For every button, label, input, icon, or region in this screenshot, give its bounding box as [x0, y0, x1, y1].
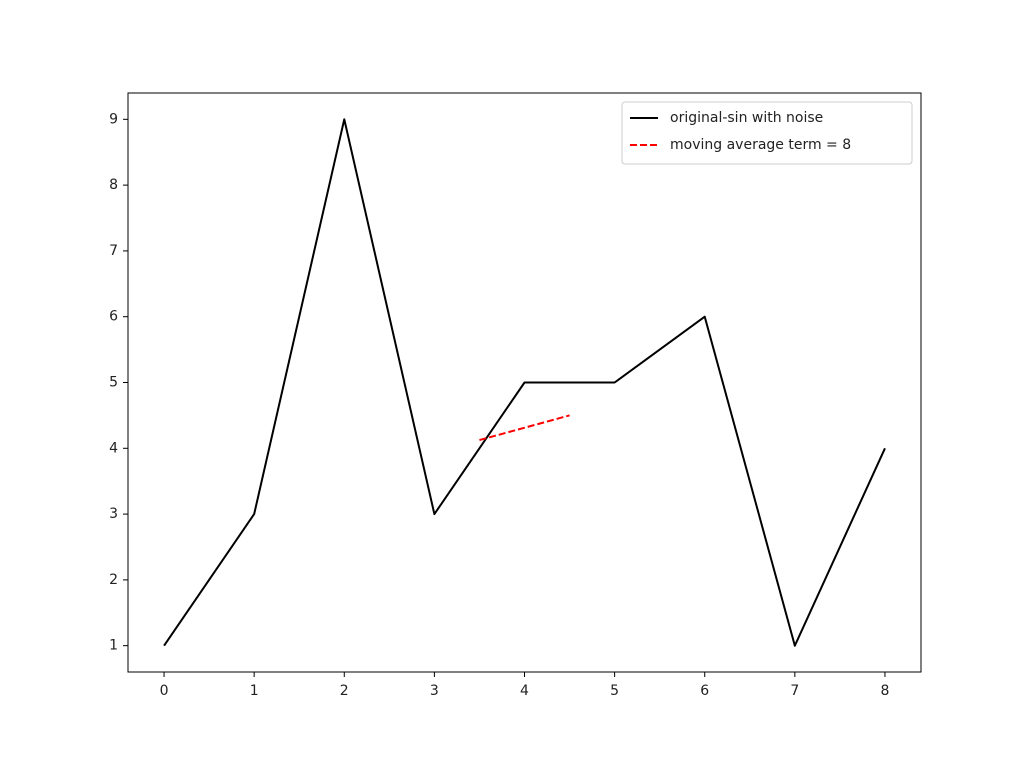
legend-box [621, 101, 913, 165]
legend-label: original-sin with noise [670, 110, 823, 126]
y-tick-label: 3 [109, 506, 118, 522]
x-tick-label: 3 [430, 683, 439, 699]
y-tick-label: 6 [109, 309, 118, 325]
y-tick-label: 7 [109, 243, 118, 259]
plot-frame [127, 92, 922, 673]
x-tick-label: 7 [790, 683, 799, 699]
y-tick-label: 9 [109, 111, 118, 127]
x-tick-label: 1 [250, 683, 259, 699]
y-tick-label: 8 [109, 177, 118, 193]
x-tick-label: 8 [880, 683, 889, 699]
x-tick-label: 0 [160, 683, 169, 699]
y-tick-label: 5 [109, 375, 118, 391]
legend: original-sin with noise moving average te… [621, 101, 913, 165]
x-tick-label: 4 [520, 683, 529, 699]
line [479, 414, 570, 442]
line [163, 118, 886, 647]
y-tick-label: 4 [109, 440, 118, 456]
y-tick-label: 1 [109, 638, 118, 654]
y-tick-label: 2 [109, 572, 118, 588]
x-tick-label: 2 [340, 683, 349, 699]
legend-label: moving average term = 8 [670, 137, 851, 153]
x-tick-label: 5 [610, 683, 619, 699]
x-tick-label: 6 [700, 683, 709, 699]
